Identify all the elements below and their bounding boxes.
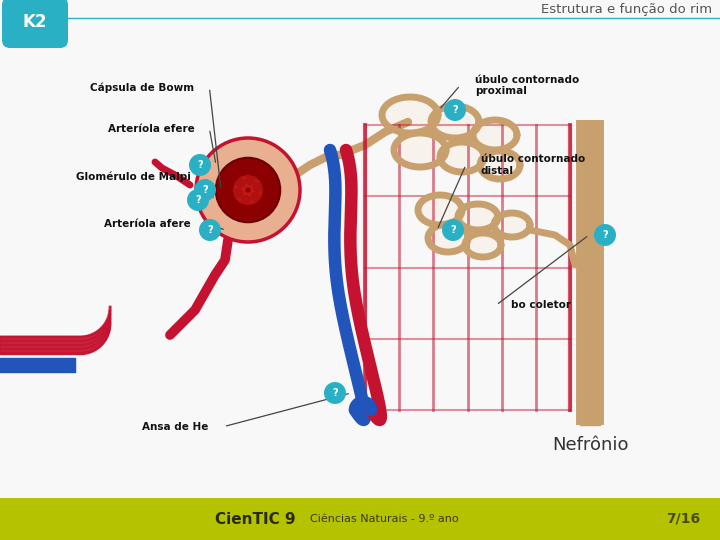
Text: ?: ? bbox=[207, 225, 213, 235]
Circle shape bbox=[246, 176, 255, 185]
Circle shape bbox=[233, 184, 246, 197]
Circle shape bbox=[442, 219, 464, 241]
Circle shape bbox=[237, 176, 250, 189]
Polygon shape bbox=[394, 133, 446, 167]
Circle shape bbox=[241, 194, 251, 204]
Polygon shape bbox=[431, 106, 479, 138]
Circle shape bbox=[241, 174, 254, 187]
Text: Arteríola efere: Arteríola efere bbox=[108, 124, 194, 133]
Text: Arteríola afere: Arteríola afere bbox=[104, 219, 191, 229]
Circle shape bbox=[237, 191, 250, 204]
Circle shape bbox=[246, 191, 259, 204]
Text: ?: ? bbox=[195, 195, 201, 205]
Text: K2: K2 bbox=[23, 13, 48, 31]
Circle shape bbox=[234, 179, 247, 192]
Circle shape bbox=[251, 184, 264, 197]
Text: Ciências Naturais - 9.º ano: Ciências Naturais - 9.º ano bbox=[310, 514, 459, 524]
Text: úbulo contornado
proximal: úbulo contornado proximal bbox=[475, 75, 580, 96]
Text: Nefrônio: Nefrônio bbox=[552, 436, 629, 454]
Circle shape bbox=[187, 189, 209, 211]
Polygon shape bbox=[428, 224, 468, 252]
Polygon shape bbox=[440, 142, 484, 172]
Circle shape bbox=[251, 192, 260, 201]
Polygon shape bbox=[458, 204, 498, 230]
Circle shape bbox=[234, 188, 247, 201]
Bar bbox=[0, 498, 720, 540]
Text: ?: ? bbox=[602, 230, 608, 240]
Text: ?: ? bbox=[332, 388, 338, 398]
Circle shape bbox=[216, 158, 280, 222]
Polygon shape bbox=[418, 195, 462, 225]
Text: bo coletor: bo coletor bbox=[511, 300, 571, 310]
Text: úbulo contornado
distal: úbulo contornado distal bbox=[481, 154, 585, 176]
Polygon shape bbox=[465, 233, 501, 257]
Text: 7/16: 7/16 bbox=[666, 512, 700, 526]
Polygon shape bbox=[494, 213, 530, 237]
Text: Glomérulo de Malpi: Glomérulo de Malpi bbox=[76, 172, 191, 183]
Circle shape bbox=[253, 183, 262, 192]
FancyBboxPatch shape bbox=[2, 0, 68, 48]
Circle shape bbox=[234, 188, 243, 198]
Text: Ansa de He: Ansa de He bbox=[143, 422, 209, 431]
Circle shape bbox=[246, 176, 259, 189]
Circle shape bbox=[444, 99, 466, 121]
Text: Estrutura e função do rim: Estrutura e função do rim bbox=[541, 3, 712, 16]
Text: ?: ? bbox=[202, 185, 208, 195]
Circle shape bbox=[189, 154, 211, 176]
Circle shape bbox=[241, 192, 254, 205]
Circle shape bbox=[236, 179, 246, 188]
Text: ?: ? bbox=[450, 225, 456, 235]
Text: ?: ? bbox=[197, 160, 203, 170]
Circle shape bbox=[249, 179, 262, 192]
Circle shape bbox=[594, 224, 616, 246]
Polygon shape bbox=[382, 97, 438, 133]
Polygon shape bbox=[480, 151, 520, 179]
Polygon shape bbox=[473, 120, 517, 150]
Circle shape bbox=[199, 219, 221, 241]
Circle shape bbox=[324, 382, 346, 404]
Circle shape bbox=[249, 188, 262, 201]
Circle shape bbox=[194, 179, 216, 201]
Circle shape bbox=[196, 138, 300, 242]
Text: Cápsula de Bowm: Cápsula de Bowm bbox=[90, 82, 194, 93]
Text: CienTIC 9: CienTIC 9 bbox=[215, 511, 295, 526]
Text: ?: ? bbox=[452, 105, 458, 115]
